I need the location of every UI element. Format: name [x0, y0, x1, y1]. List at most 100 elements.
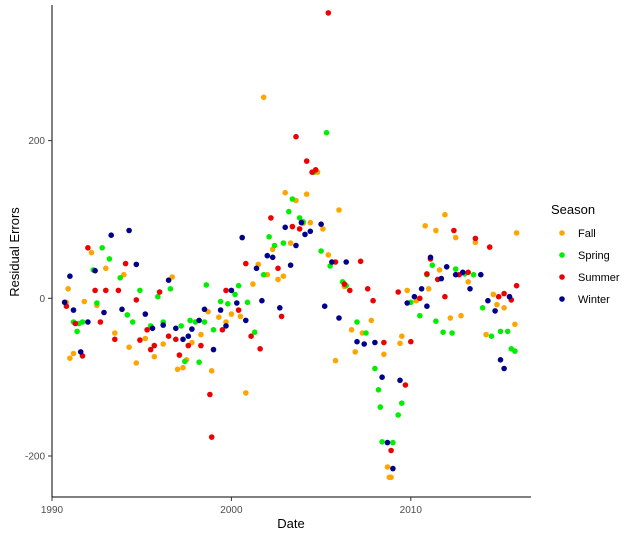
data-point — [332, 357, 339, 364]
data-point — [201, 306, 208, 313]
data-point — [452, 271, 459, 278]
data-point — [354, 338, 360, 345]
data-point — [296, 226, 303, 232]
data-point — [103, 287, 109, 294]
data-point — [497, 328, 504, 335]
data-point — [271, 242, 278, 249]
data-point — [180, 336, 186, 343]
data-point — [198, 331, 204, 338]
data-point — [85, 245, 91, 251]
data-point — [361, 341, 368, 347]
data-point — [201, 319, 208, 325]
data-point — [234, 300, 240, 306]
data-point — [187, 317, 193, 324]
data-point — [390, 439, 396, 446]
data-point — [418, 286, 425, 292]
data-point — [440, 329, 446, 336]
data-point — [124, 312, 131, 318]
data-point — [357, 258, 364, 265]
x-tick-label: 1990 — [41, 505, 64, 516]
tick-labels: 1990 2000 2010 -200 0 200 — [25, 136, 422, 516]
data-point — [167, 286, 174, 292]
data-point — [216, 314, 222, 321]
data-point — [243, 317, 249, 324]
data-point — [173, 325, 179, 332]
data-point — [370, 297, 376, 304]
data-point — [169, 274, 175, 280]
data-point — [182, 358, 188, 365]
data-point — [103, 265, 109, 272]
data-point — [70, 307, 77, 313]
data-point — [133, 261, 140, 268]
data-point — [119, 306, 125, 313]
data-point — [436, 267, 443, 273]
data-point — [243, 390, 249, 396]
data-point — [486, 244, 493, 250]
data-point — [67, 273, 73, 280]
data-point — [388, 447, 394, 454]
data-point — [379, 439, 385, 445]
data-point — [388, 474, 394, 481]
data-point — [381, 351, 387, 358]
data-point — [223, 287, 229, 294]
data-point — [321, 303, 328, 310]
data-point — [269, 254, 276, 261]
data-point — [501, 305, 507, 311]
data-point — [404, 300, 411, 306]
data-point — [384, 464, 391, 470]
data-point — [223, 319, 229, 325]
data-point — [147, 346, 154, 353]
data-point — [307, 228, 314, 235]
data-point — [433, 227, 439, 234]
data-point — [354, 319, 360, 325]
data-point — [217, 307, 224, 313]
data-point — [151, 353, 158, 360]
data-point — [293, 242, 299, 249]
data-point — [217, 298, 224, 305]
data-point — [250, 281, 256, 287]
data-point — [176, 352, 183, 358]
data-point — [174, 366, 181, 373]
data-point — [451, 227, 457, 234]
data-point — [133, 297, 140, 303]
data-point — [277, 305, 283, 311]
data-point — [363, 330, 369, 336]
data-point — [483, 331, 489, 338]
data-point — [329, 259, 335, 265]
data-point — [65, 286, 71, 292]
data-point — [458, 312, 464, 319]
data-point — [239, 234, 245, 241]
data-point — [61, 299, 68, 306]
data-point — [442, 293, 448, 300]
data-point — [196, 317, 202, 324]
data-point — [122, 260, 129, 267]
axes — [51, 5, 531, 498]
data-point — [228, 311, 235, 317]
data-point — [156, 289, 163, 295]
data-point — [160, 341, 166, 347]
data-point — [318, 248, 324, 254]
data-point — [492, 308, 498, 314]
data-point — [417, 312, 423, 319]
data-point — [223, 323, 229, 329]
data-point — [94, 300, 100, 306]
data-point — [472, 235, 479, 242]
data-point — [427, 254, 434, 261]
data-point — [470, 271, 477, 278]
data-point — [447, 315, 454, 321]
legend-title: Season — [551, 202, 595, 217]
data-point — [411, 293, 418, 300]
data-point — [88, 249, 95, 256]
legend-label-winter: Winter — [578, 294, 610, 306]
data-point — [449, 330, 455, 336]
data-point — [101, 309, 107, 316]
data-point — [117, 275, 123, 281]
data-point — [395, 412, 402, 418]
data-point — [180, 364, 186, 371]
legend-label-spring: Spring — [578, 250, 610, 262]
data-point — [244, 299, 251, 306]
data-point — [312, 167, 319, 173]
data-point — [196, 359, 202, 366]
data-point — [442, 211, 448, 218]
data-point — [286, 208, 292, 215]
